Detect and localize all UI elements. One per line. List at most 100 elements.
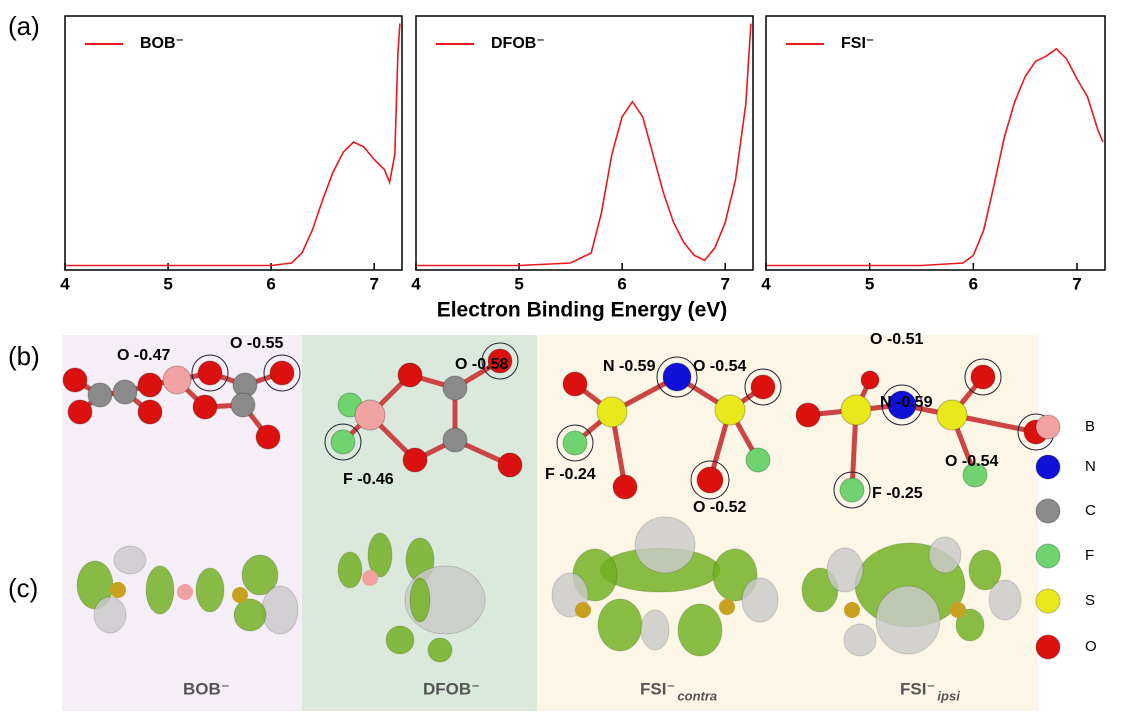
molecule-name: DFOB⁻ — [423, 679, 480, 698]
x-tick-label: 4 — [411, 274, 421, 293]
atom — [443, 428, 467, 452]
orbital-lobe — [635, 517, 695, 573]
atomic-charge: N -0.59 — [880, 394, 933, 411]
atom — [113, 380, 137, 404]
legend-label: DFOB⁻ — [491, 35, 545, 52]
spectrum-line — [65, 24, 400, 266]
molecule-subscript: contra — [677, 688, 717, 703]
atom-core — [177, 584, 193, 600]
atomic-charge: F -0.25 — [872, 485, 923, 502]
atom-legend-label: O — [1085, 638, 1097, 655]
atom — [563, 372, 587, 396]
orbital-lobe — [989, 580, 1021, 620]
atom-core — [232, 587, 248, 603]
atom-core — [110, 582, 126, 598]
atom — [270, 361, 294, 385]
atom — [937, 400, 967, 430]
atom-core — [844, 602, 860, 618]
atom-core — [362, 570, 378, 586]
atom — [563, 431, 587, 455]
molecule-name: BOB⁻ — [183, 679, 230, 698]
spectrum-line — [416, 24, 751, 266]
orbital-lobe — [876, 586, 940, 654]
x-tick-label: 5 — [514, 274, 523, 293]
orbital-lobe — [410, 578, 430, 622]
x-tick-label: 6 — [969, 274, 978, 293]
atomic-charge: O -0.51 — [870, 331, 923, 348]
atom — [746, 448, 770, 472]
orbital-lobe — [641, 610, 669, 650]
orbital-lobe — [262, 586, 298, 634]
orbital-lobe — [742, 578, 778, 622]
panel-label: (c) — [8, 573, 38, 603]
atom — [331, 430, 355, 454]
orbital-lobe — [196, 568, 224, 612]
panel-label: (a) — [8, 11, 40, 41]
atom-legend-swatch — [1036, 499, 1060, 523]
atom — [841, 395, 871, 425]
atomic-charge: O -0.47 — [117, 347, 170, 364]
atom-legend-label: F — [1085, 547, 1094, 564]
atom — [68, 400, 92, 424]
plot-frame — [416, 16, 753, 270]
atom — [443, 376, 467, 400]
atomic-charge: O -0.55 — [230, 335, 283, 352]
orbital-lobe — [844, 624, 876, 656]
atom-legend-swatch — [1036, 589, 1060, 613]
atom — [796, 403, 820, 427]
orbital-lobe — [146, 566, 174, 614]
atomic-charge: N -0.59 — [603, 358, 656, 375]
atomic-charge: O -0.54 — [693, 358, 746, 375]
orbital-lobe — [114, 546, 146, 574]
orbital-lobe — [929, 537, 961, 573]
atom — [63, 368, 87, 392]
atom-legend-label: C — [1085, 502, 1096, 519]
atom — [751, 375, 775, 399]
atom — [231, 393, 255, 417]
atom — [138, 400, 162, 424]
atom — [88, 383, 112, 407]
atom — [971, 365, 995, 389]
atom — [163, 366, 191, 394]
atom-legend-label: N — [1085, 458, 1096, 475]
atom — [138, 373, 162, 397]
orbital-lobe — [827, 548, 863, 592]
dfob-background — [302, 335, 537, 711]
atomic-charge: O -0.52 — [693, 499, 746, 516]
atom-core — [575, 602, 591, 618]
orbital-lobe — [678, 604, 722, 656]
x-tick-label: 4 — [60, 274, 70, 293]
legend-label: BOB⁻ — [140, 35, 184, 52]
atom — [613, 475, 637, 499]
atom-core — [950, 602, 966, 618]
atom-legend-swatch — [1036, 455, 1060, 479]
atom — [398, 363, 422, 387]
atom-legend-label: S — [1085, 592, 1095, 609]
x-axis-label: Electron Binding Energy (eV) — [437, 299, 728, 322]
atom — [198, 361, 222, 385]
x-tick-label: 6 — [266, 274, 275, 293]
fsi-background — [537, 335, 1038, 711]
orbital-lobe — [386, 626, 414, 654]
atom — [840, 478, 864, 502]
panel-label: (b) — [8, 341, 40, 371]
x-tick-label: 5 — [865, 274, 874, 293]
atom — [715, 395, 745, 425]
atom-legend-label: B — [1085, 418, 1095, 435]
x-tick-label: 6 — [617, 274, 626, 293]
x-tick-label: 5 — [163, 274, 172, 293]
atom — [403, 448, 427, 472]
figure: (a) (b) (c) Electron Binding Energy (eV)… — [0, 0, 1128, 711]
x-tick-label: 7 — [369, 274, 378, 293]
orbital-lobe — [338, 552, 362, 588]
x-tick-label: 4 — [761, 274, 771, 293]
orbital-lobe — [598, 599, 642, 651]
atom — [193, 395, 217, 419]
atom-legend-swatch — [1036, 415, 1060, 439]
atom — [663, 363, 691, 391]
plot-frame — [766, 16, 1105, 270]
x-tick-label: 7 — [720, 274, 729, 293]
atom — [697, 467, 723, 493]
atom-legend-swatch — [1036, 544, 1060, 568]
molecule-subscript: ipsi — [937, 688, 960, 703]
